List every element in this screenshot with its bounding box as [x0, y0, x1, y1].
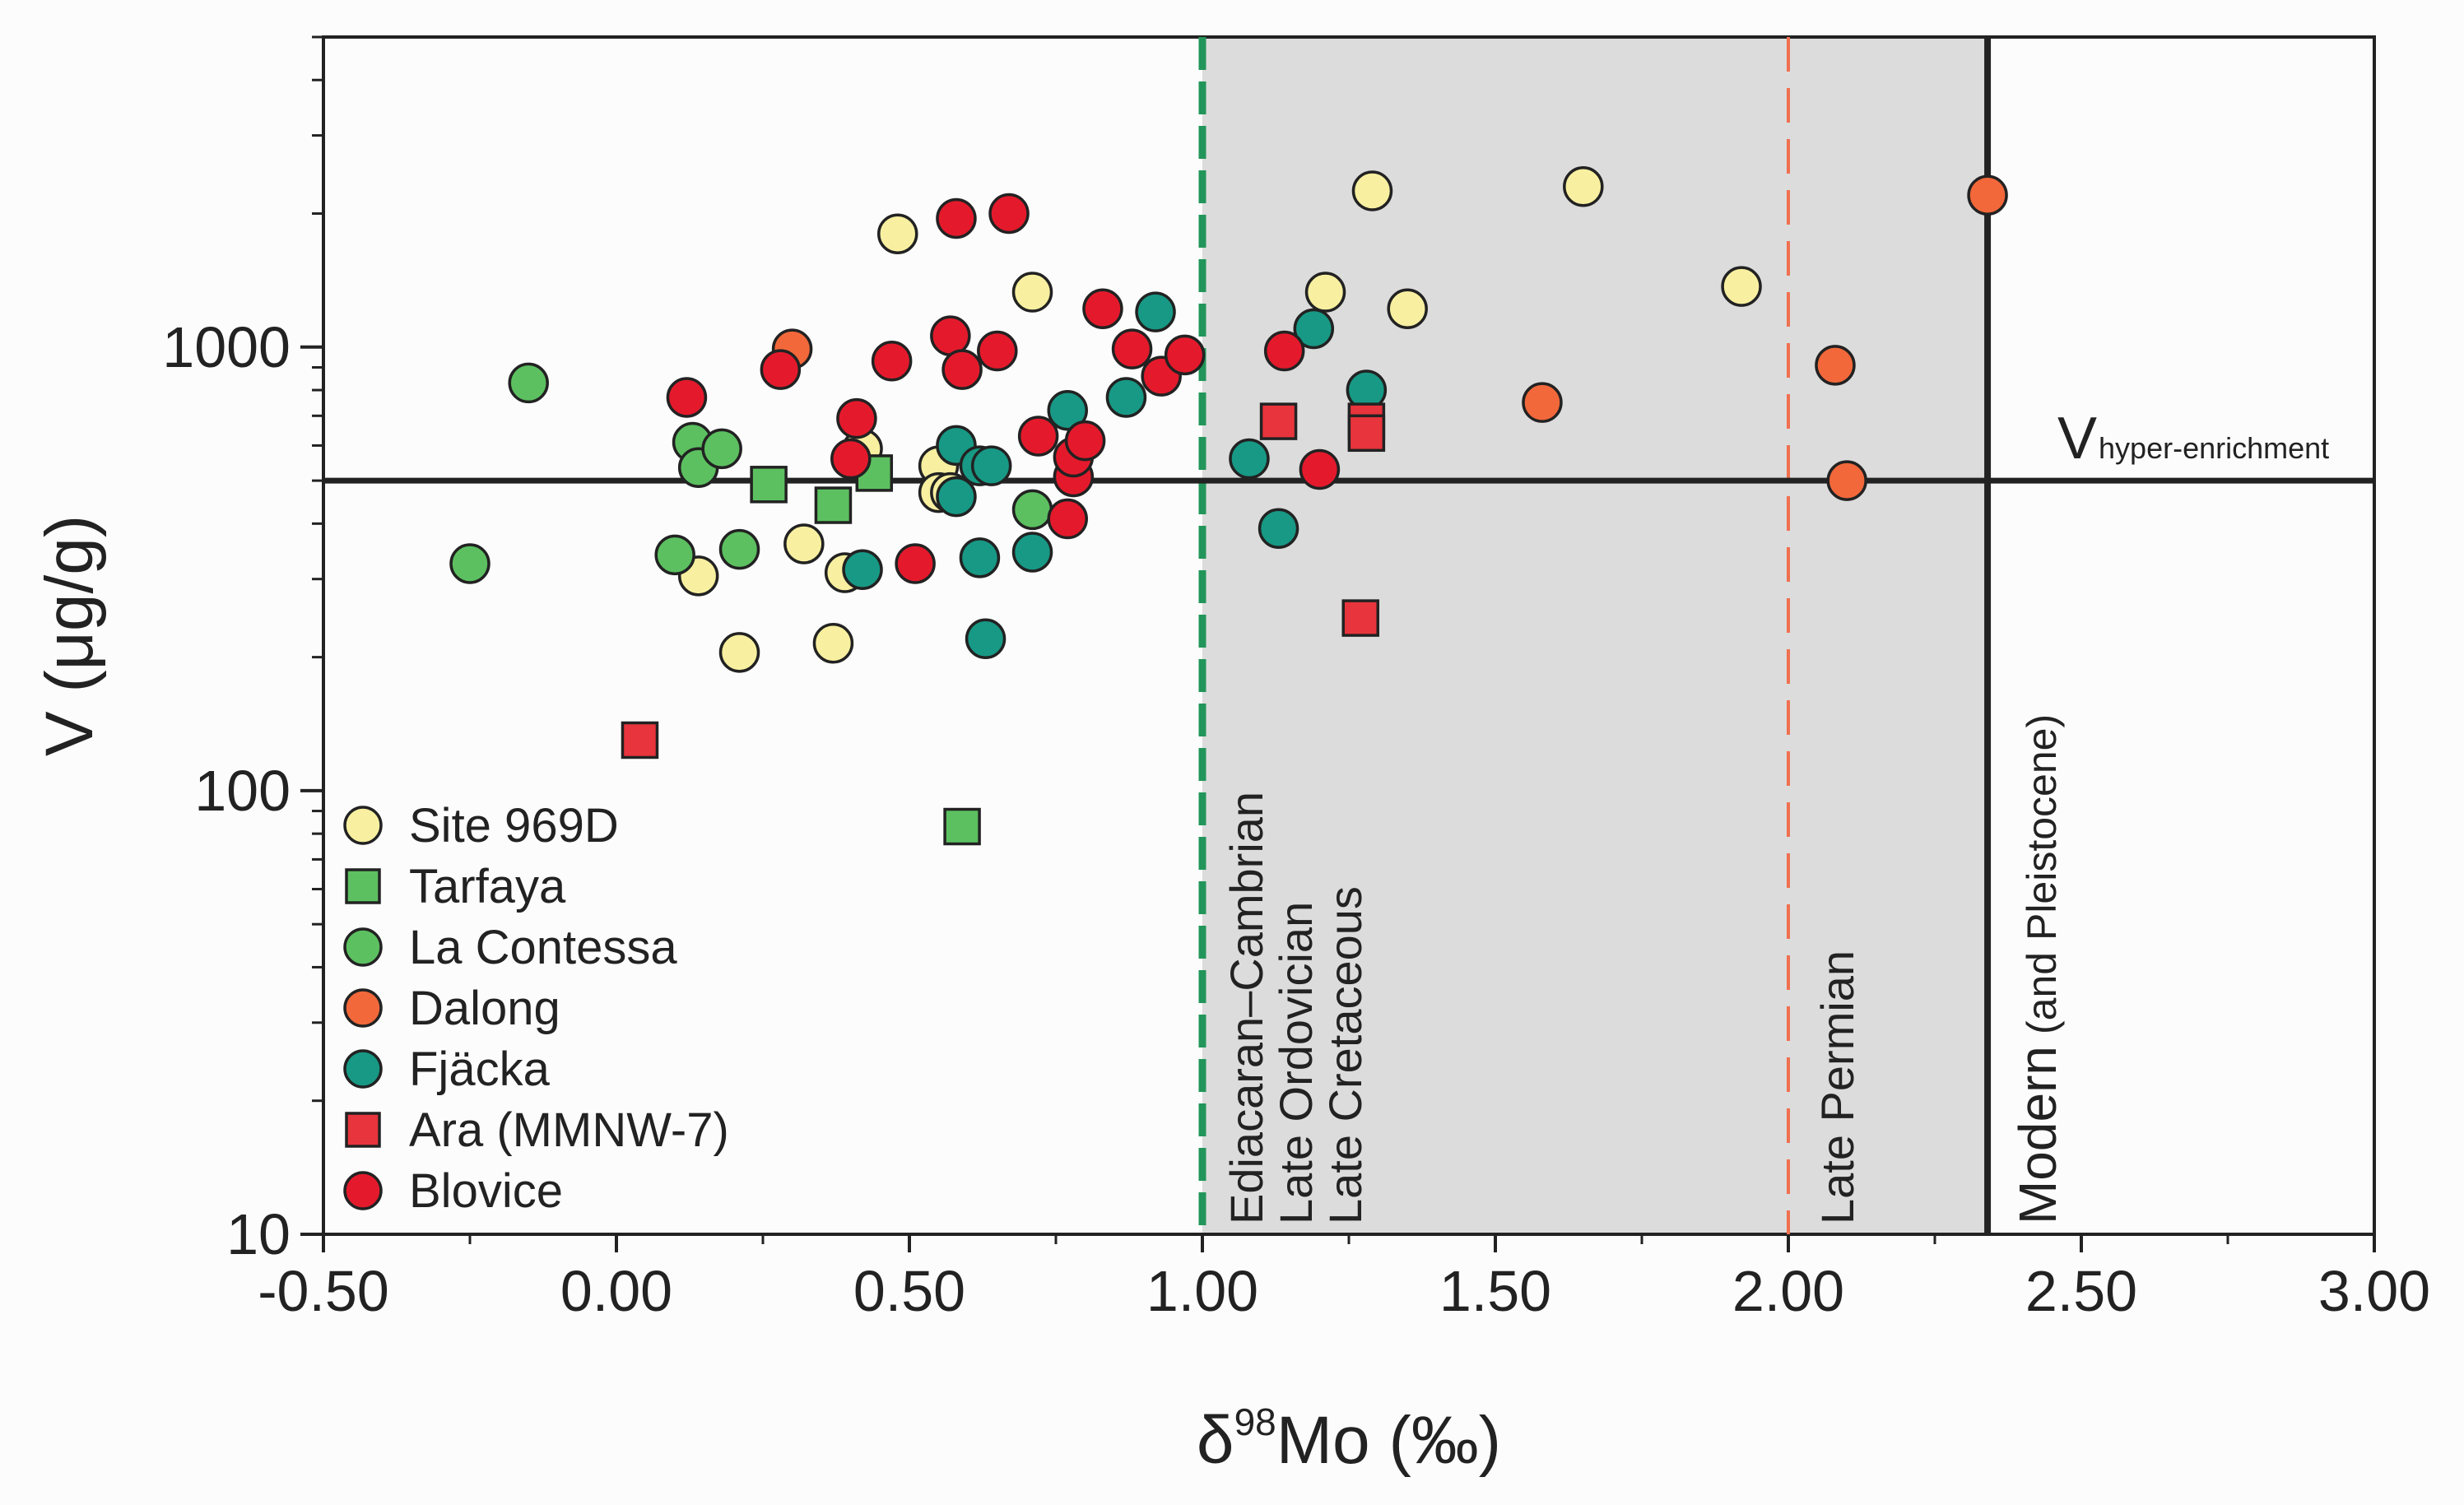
data-point-fj-cka	[1105, 377, 1147, 418]
data-point-blovice	[1017, 416, 1059, 457]
x-tick-label: 1.50	[1439, 1259, 1551, 1323]
data-point-blovice	[666, 377, 708, 418]
legend-marker	[343, 988, 383, 1028]
legend-marker	[345, 868, 381, 904]
hyper-enrichment-label: Vhyper-enrichment	[2057, 406, 2329, 471]
label-late-permian: Late Permian	[1811, 950, 1863, 1224]
data-point-fj-cka	[1047, 389, 1088, 431]
data-point-la-contessa	[1011, 489, 1053, 531]
data-point-site-969d	[812, 622, 854, 664]
data-point-blovice	[1164, 334, 1206, 376]
data-point-tarfaya	[943, 807, 981, 846]
legend-label: La Contessa	[409, 921, 677, 974]
data-point-blovice	[1299, 448, 1341, 490]
data-point-fj-cka	[936, 476, 977, 518]
data-point-site-969d	[877, 213, 918, 254]
data-point-blovice	[936, 197, 977, 239]
data-point-site-969d	[1721, 266, 1762, 307]
data-point-fj-cka	[965, 618, 1007, 660]
data-point-site-969d	[1304, 272, 1346, 313]
legend-marker	[343, 806, 383, 845]
label-late-cretaceous: Late Cretaceous	[1319, 886, 1371, 1224]
data-point-site-969d	[1351, 170, 1393, 211]
x-tick-label: 1.00	[1146, 1259, 1258, 1323]
data-point-fj-cka	[959, 537, 1001, 578]
data-point-fj-cka	[1135, 291, 1176, 332]
label-late-ordovician: Late Ordovician	[1270, 902, 1322, 1224]
data-point-blovice	[1047, 498, 1088, 540]
data-point-blovice	[895, 543, 936, 584]
data-point-la-contessa	[701, 428, 742, 470]
data-point-site-969d	[1011, 272, 1053, 313]
legend-label: Dalong	[409, 982, 560, 1035]
data-point-tarfaya	[750, 466, 788, 504]
data-point-dalong	[1826, 460, 1867, 501]
data-point-la-contessa	[449, 543, 490, 584]
legend-marker	[343, 927, 383, 967]
legend-marker	[343, 1171, 383, 1210]
data-point-blovice	[941, 349, 983, 390]
legend-marker	[343, 1049, 383, 1089]
data-point-site-969d	[783, 523, 825, 564]
data-point-dalong	[1815, 345, 1856, 386]
label-modern: Modern(and Pleistocene)	[2008, 714, 2067, 1224]
label-ediacaran-cambrian: Ediacaran–Cambrian	[1220, 792, 1272, 1224]
data-point-blovice	[1111, 328, 1153, 369]
x-tick-label: 3.00	[2318, 1259, 2430, 1323]
y-tick-label: 10	[226, 1202, 291, 1266]
data-point-blovice	[871, 341, 913, 382]
data-point-ara-mmnw-7	[1341, 599, 1379, 637]
x-tick-label: 2.00	[1732, 1259, 1844, 1323]
data-point-la-contessa	[508, 362, 549, 404]
data-point-blovice	[1082, 288, 1123, 330]
data-point-tarfaya	[814, 486, 853, 524]
data-point-la-contessa	[718, 528, 760, 570]
data-point-fj-cka	[970, 445, 1012, 486]
data-point-la-contessa	[654, 534, 695, 576]
legend-label: Fjäcka	[409, 1043, 551, 1096]
x-tick-label: 0.00	[560, 1259, 672, 1323]
data-point-fj-cka	[842, 549, 883, 591]
data-point-ara-mmnw-7	[1347, 414, 1386, 453]
legend-label: Tarfaya	[409, 860, 566, 913]
data-point-site-969d	[1563, 166, 1604, 207]
x-tick-label: 0.50	[853, 1259, 965, 1323]
data-point-blovice	[830, 438, 872, 480]
data-point-blovice	[988, 193, 1030, 235]
data-point-ara-mmnw-7	[1259, 402, 1298, 440]
legend-label: Site 969D	[409, 799, 619, 852]
data-point-ara-mmnw-7	[621, 721, 659, 759]
data-point-blovice	[1064, 420, 1106, 462]
data-point-fj-cka	[1011, 532, 1053, 573]
data-point-fj-cka	[1229, 438, 1270, 480]
y-axis-title: V (μg/g)	[32, 515, 107, 756]
data-point-blovice	[930, 315, 971, 356]
legend-marker	[345, 1112, 381, 1148]
legend-label: Ara (MMNW-7)	[409, 1103, 729, 1157]
data-point-blovice	[760, 349, 802, 390]
x-axis-title: δ98Mo (‰)	[1197, 1400, 1501, 1478]
y-tick-label: 1000	[162, 315, 291, 379]
data-point-blovice	[977, 330, 1018, 372]
x-tick-label: 2.50	[2025, 1259, 2137, 1323]
data-point-fj-cka	[1293, 308, 1335, 350]
data-point-dalong	[1967, 174, 2008, 216]
data-point-blovice	[1263, 330, 1305, 372]
data-point-dalong	[1522, 382, 1563, 423]
data-point-blovice	[836, 397, 877, 439]
data-point-site-969d	[1387, 288, 1428, 330]
legend-label: Blovice	[409, 1164, 563, 1218]
data-point-site-969d	[718, 632, 760, 673]
x-tick-label: -0.50	[258, 1259, 389, 1323]
data-point-fj-cka	[1258, 508, 1299, 550]
shaded-region	[1202, 37, 1988, 1234]
y-tick-label: 100	[194, 759, 291, 823]
